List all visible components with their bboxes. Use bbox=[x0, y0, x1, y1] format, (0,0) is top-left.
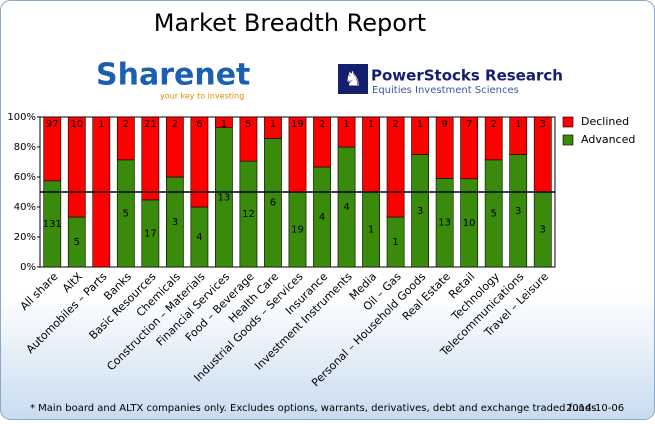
data-label: 19 bbox=[291, 119, 304, 130]
bar-segment bbox=[141, 116, 160, 201]
y-tick-label: 60% bbox=[14, 172, 36, 183]
bar-segment bbox=[264, 116, 282, 139]
date: 2014-10-06 bbox=[566, 403, 624, 414]
y-tick-label: 0% bbox=[20, 262, 36, 273]
y-tick-label: 80% bbox=[14, 142, 36, 153]
data-label: 6 bbox=[196, 119, 202, 130]
logo-text: Sharenet bbox=[96, 58, 250, 93]
bar-segment bbox=[460, 116, 479, 180]
bar-segment bbox=[215, 116, 233, 129]
logo-left: Sharenet your key to investing bbox=[96, 58, 250, 101]
data-label: 97 bbox=[46, 119, 59, 130]
data-label: 4 bbox=[196, 232, 202, 243]
data-label: 12 bbox=[242, 209, 255, 220]
y-tick-label: 40% bbox=[14, 202, 36, 213]
bar-segment bbox=[43, 116, 62, 182]
bar-segment bbox=[165, 116, 184, 178]
logo-tagline: Equities Investment Sciences bbox=[372, 85, 519, 96]
data-label: 7 bbox=[466, 119, 472, 130]
legend-swatch bbox=[562, 134, 574, 146]
bar-segment bbox=[239, 116, 258, 162]
data-label: 13 bbox=[438, 218, 451, 229]
data-label: 3 bbox=[515, 206, 521, 217]
bar-segment bbox=[337, 116, 356, 148]
data-label: 5 bbox=[123, 208, 129, 219]
data-label: 1 bbox=[98, 119, 104, 130]
data-label: 1 bbox=[221, 119, 227, 130]
data-label: 13 bbox=[218, 192, 231, 203]
data-label: 131 bbox=[43, 219, 62, 230]
y-tick-label: 20% bbox=[14, 232, 36, 243]
data-label: 2 bbox=[319, 119, 325, 130]
logo-glyph: ♞ bbox=[344, 67, 362, 91]
data-label: 6 bbox=[270, 198, 276, 209]
bar-segment bbox=[116, 116, 135, 161]
data-label: 2 bbox=[392, 119, 398, 130]
bar-segment bbox=[313, 116, 331, 168]
data-label: 3 bbox=[540, 119, 546, 130]
chart-title: Market Breadth Report bbox=[154, 9, 426, 37]
data-label: 5 bbox=[245, 119, 251, 130]
data-label: 19 bbox=[291, 225, 304, 236]
data-label: 1 bbox=[368, 119, 374, 130]
data-label: 4 bbox=[343, 202, 349, 213]
data-label: 2 bbox=[491, 119, 497, 130]
data-label: 2 bbox=[123, 119, 129, 130]
data-label: 1 bbox=[343, 119, 349, 130]
footnote: * Main board and ALTX companies only. Ex… bbox=[30, 403, 596, 414]
logo-icon bbox=[338, 64, 368, 94]
data-label: 10 bbox=[463, 218, 476, 229]
bar-segment bbox=[509, 116, 528, 155]
bar-segment bbox=[386, 116, 405, 218]
bar-segment bbox=[411, 116, 430, 155]
data-label: 3 bbox=[417, 206, 423, 217]
data-label: 5 bbox=[491, 208, 497, 219]
data-label: 21 bbox=[144, 119, 157, 130]
data-label: 2 bbox=[172, 119, 178, 130]
data-label: 9 bbox=[441, 119, 447, 130]
bar-segment bbox=[435, 116, 454, 179]
y-tick-label: 100% bbox=[7, 112, 36, 123]
data-label: 1 bbox=[368, 225, 374, 236]
logo-right: ♞ PowerStocks Research Equities Investme… bbox=[338, 64, 563, 96]
logo-tagline: your key to investing bbox=[160, 92, 244, 101]
data-label: 1 bbox=[392, 237, 398, 248]
bar-segment bbox=[190, 116, 209, 208]
bar-segment bbox=[67, 116, 86, 218]
legend-label: Advanced bbox=[581, 133, 635, 146]
data-label: 17 bbox=[144, 228, 157, 239]
data-label: 3 bbox=[172, 217, 178, 228]
data-label: 5 bbox=[74, 237, 80, 248]
data-label: 3 bbox=[540, 225, 546, 236]
data-label: 1 bbox=[417, 119, 423, 130]
data-label: 1 bbox=[270, 119, 276, 130]
legend-label: Declined bbox=[581, 115, 629, 128]
bar-segment bbox=[484, 116, 503, 161]
data-label: 4 bbox=[319, 212, 325, 223]
data-label: 1 bbox=[515, 119, 521, 130]
legend-swatch bbox=[562, 116, 574, 128]
data-label: 10 bbox=[70, 119, 83, 130]
logo-text: PowerStocks Research bbox=[371, 67, 563, 85]
